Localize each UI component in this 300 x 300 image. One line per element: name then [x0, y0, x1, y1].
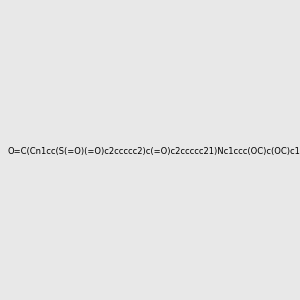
- Text: O=C(Cn1cc(S(=O)(=O)c2ccccc2)c(=O)c2ccccc21)Nc1ccc(OC)c(OC)c1: O=C(Cn1cc(S(=O)(=O)c2ccccc2)c(=O)c2ccccc…: [7, 147, 300, 156]
